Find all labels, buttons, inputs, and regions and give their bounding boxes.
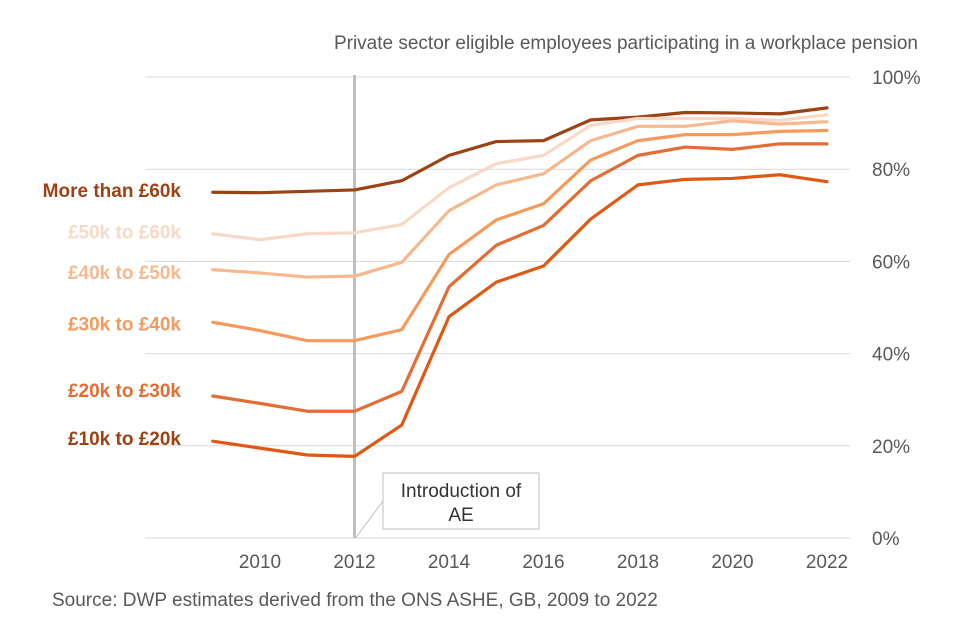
chart-title: Private sector eligible employees partic… (334, 33, 918, 54)
annotation-line-1: Introduction of (401, 481, 522, 502)
y-tick-label: 0% (872, 529, 900, 550)
y-tick-label: 20% (872, 437, 910, 458)
series-label-5: £10k to £20k (68, 429, 181, 450)
series-label-4: £20k to £30k (68, 381, 181, 402)
source-note: Source: DWP estimates derived from the O… (52, 590, 658, 611)
x-tick-label: 2022 (806, 552, 848, 573)
series-line-5 (211, 173, 829, 459)
series-label-2: £40k to £50k (68, 263, 181, 284)
annotation-line-2: AE (448, 505, 473, 526)
series-line-4 (211, 142, 829, 413)
series-label-1: £50k to £60k (68, 222, 181, 243)
series-labels: More than £60k £50k to £60k £40k to £50k £3… (43, 181, 182, 450)
y-tick-label: 100% (872, 68, 921, 89)
x-tick-label: 2016 (522, 552, 564, 573)
series-line-3 (211, 128, 829, 343)
y-tick-label: 60% (872, 252, 910, 273)
annotation-leader-line (355, 500, 384, 539)
series-label-0: More than £60k (43, 181, 182, 202)
y-axis-ticks: 0% 20% 40% 60% 80% 100% (872, 68, 921, 550)
series-line-0 (211, 106, 829, 195)
x-tick-label: 2020 (711, 552, 753, 573)
x-tick-label: 2018 (617, 552, 659, 573)
series-lines (211, 106, 829, 459)
y-tick-label: 40% (872, 345, 910, 366)
annotation-box (382, 472, 540, 530)
x-tick-label: 2014 (428, 552, 471, 573)
x-tick-label: 2012 (333, 552, 375, 573)
series-line-1 (211, 113, 829, 242)
y-gridlines (145, 76, 850, 539)
introduction-annotation: Introduction of AE (355, 472, 540, 539)
x-tick-label: 2010 (239, 552, 281, 573)
x-axis-ticks: 2010 2012 2014 2016 2018 2020 2022 (239, 552, 848, 573)
series-line-2 (211, 119, 829, 279)
y-tick-label: 80% (872, 160, 910, 181)
series-label-3: £30k to £40k (68, 315, 181, 336)
